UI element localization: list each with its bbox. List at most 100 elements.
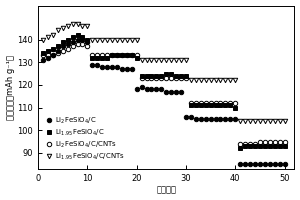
Li$_2$FeSiO$_4$/C xyxy=(76,38,79,41)
Li$_2$FeSiO$_4$/C/CNTs xyxy=(51,54,55,57)
Li$_2$FeSiO$_4$/C xyxy=(258,163,262,165)
Line: Li$_2$FeSiO$_4$/C/CNTs: Li$_2$FeSiO$_4$/C/CNTs xyxy=(41,42,287,146)
Li$_2$FeSiO$_4$/C/CNTs xyxy=(145,77,148,79)
Li$_2$FeSiO$_4$/C/CNTs xyxy=(283,140,286,143)
Li$_{1.95}$FeSiO$_4$/C/CNTs xyxy=(273,120,277,122)
Li$_{1.95}$FeSiO$_4$/C/CNTs xyxy=(56,29,60,32)
Li$_2$FeSiO$_4$/C/CNTs xyxy=(209,102,212,104)
Li$_2$FeSiO$_4$/C xyxy=(51,54,55,57)
Li$_2$FeSiO$_4$/C xyxy=(229,118,232,120)
Li$_2$FeSiO$_4$/C xyxy=(243,163,247,165)
Li$_2$FeSiO$_4$/C xyxy=(95,63,99,66)
Li$_{1.95}$FeSiO$_4$/C/CNTs xyxy=(66,25,70,27)
Li$_2$FeSiO$_4$/C xyxy=(209,118,212,120)
Li$_2$FeSiO$_4$/C/CNTs xyxy=(263,140,267,143)
Li$_{1.95}$FeSiO$_4$/C/CNTs xyxy=(169,59,173,61)
Li$_2$FeSiO$_4$/C/CNTs xyxy=(253,143,257,145)
Li$_{1.95}$FeSiO$_4$/C/CNTs xyxy=(115,38,119,41)
Li$_2$FeSiO$_4$/C/CNTs xyxy=(199,102,202,104)
Li$_2$FeSiO$_4$/C xyxy=(100,66,104,68)
Li$_2$FeSiO$_4$/C/CNTs xyxy=(258,140,262,143)
Li$_{1.95}$FeSiO$_4$/C xyxy=(95,57,99,59)
Li$_2$FeSiO$_4$/C/CNTs xyxy=(179,77,183,79)
Li$_2$FeSiO$_4$/C xyxy=(233,118,237,120)
Li$_2$FeSiO$_4$/C/CNTs xyxy=(81,43,84,45)
Li$_{1.95}$FeSiO$_4$/C/CNTs xyxy=(253,120,257,122)
Li$_{1.95}$FeSiO$_4$/C/CNTs xyxy=(51,34,55,36)
Li$_2$FeSiO$_4$/C/CNTs xyxy=(91,54,94,57)
Li$_{1.95}$FeSiO$_4$/C xyxy=(229,104,232,107)
Li$_2$FeSiO$_4$/C xyxy=(253,163,257,165)
Li$_2$FeSiO$_4$/C xyxy=(273,163,277,165)
Li$_2$FeSiO$_4$/C/CNTs xyxy=(140,77,143,79)
Li$_2$FeSiO$_4$/C xyxy=(278,163,281,165)
Li$_{1.95}$FeSiO$_4$/C/CNTs xyxy=(189,79,193,82)
Li$_2$FeSiO$_4$/C xyxy=(85,41,89,43)
Li$_{1.95}$FeSiO$_4$/C/CNTs xyxy=(209,79,212,82)
Li$_{1.95}$FeSiO$_4$/C xyxy=(100,57,104,59)
Li$_2$FeSiO$_4$/C xyxy=(169,91,173,93)
Li$_{1.95}$FeSiO$_4$/C xyxy=(199,104,202,107)
Li$_{1.95}$FeSiO$_4$/C xyxy=(263,145,267,147)
Li$_2$FeSiO$_4$/C xyxy=(154,88,158,91)
Li$_2$FeSiO$_4$/C xyxy=(91,63,94,66)
Y-axis label: 放电容量（mAh g⁻¹）: 放电容量（mAh g⁻¹） xyxy=(6,55,15,120)
Li$_{1.95}$FeSiO$_4$/C xyxy=(154,75,158,77)
Li$_2$FeSiO$_4$/C/CNTs xyxy=(115,54,119,57)
Li$_{1.95}$FeSiO$_4$/C/CNTs xyxy=(140,59,143,61)
Li$_{1.95}$FeSiO$_4$/C xyxy=(184,75,188,77)
Li$_2$FeSiO$_4$/C xyxy=(224,118,227,120)
Li$_2$FeSiO$_4$/C xyxy=(283,163,286,165)
Li$_{1.95}$FeSiO$_4$/C xyxy=(130,54,134,57)
Line: Li$_{1.95}$FeSiO$_4$/C/CNTs: Li$_{1.95}$FeSiO$_4$/C/CNTs xyxy=(41,21,287,123)
Li$_2$FeSiO$_4$/C xyxy=(179,91,183,93)
Li$_2$FeSiO$_4$/C xyxy=(189,115,193,118)
Li$_{1.95}$FeSiO$_4$/C xyxy=(105,57,109,59)
Li$_{1.95}$FeSiO$_4$/C xyxy=(46,50,50,52)
Li$_{1.95}$FeSiO$_4$/C xyxy=(214,104,217,107)
Li$_{1.95}$FeSiO$_4$/C xyxy=(145,75,148,77)
Li$_{1.95}$FeSiO$_4$/C xyxy=(150,75,153,77)
Li$_2$FeSiO$_4$/C xyxy=(184,115,188,118)
Li$_{1.95}$FeSiO$_4$/C/CNTs xyxy=(95,38,99,41)
Li$_2$FeSiO$_4$/C xyxy=(66,43,70,45)
Li$_{1.95}$FeSiO$_4$/C/CNTs xyxy=(283,120,286,122)
Li$_{1.95}$FeSiO$_4$/C/CNTs xyxy=(229,79,232,82)
Li$_{1.95}$FeSiO$_4$/C xyxy=(248,145,252,147)
Li$_{1.95}$FeSiO$_4$/C/CNTs xyxy=(125,38,129,41)
Li$_{1.95}$FeSiO$_4$/C xyxy=(179,75,183,77)
Li$_2$FeSiO$_4$/C xyxy=(46,57,50,59)
Li$_2$FeSiO$_4$/C xyxy=(105,66,109,68)
Li$_{1.95}$FeSiO$_4$/C xyxy=(66,38,70,41)
Li$_2$FeSiO$_4$/C/CNTs xyxy=(214,102,217,104)
Li$_2$FeSiO$_4$/C/CNTs xyxy=(66,47,70,50)
Li$_{1.95}$FeSiO$_4$/C/CNTs xyxy=(179,59,183,61)
Li$_2$FeSiO$_4$/C/CNTs xyxy=(46,54,50,57)
Li$_{1.95}$FeSiO$_4$/C xyxy=(278,145,281,147)
Li$_2$FeSiO$_4$/C/CNTs xyxy=(160,77,163,79)
Li$_2$FeSiO$_4$/C/CNTs xyxy=(41,54,45,57)
Li$_{1.95}$FeSiO$_4$/C/CNTs xyxy=(85,25,89,27)
Li$_{1.95}$FeSiO$_4$/C/CNTs xyxy=(81,25,84,27)
Li$_{1.95}$FeSiO$_4$/C/CNTs xyxy=(154,59,158,61)
Li$_{1.95}$FeSiO$_4$/C/CNTs xyxy=(184,59,188,61)
Li$_2$FeSiO$_4$/C/CNTs xyxy=(189,102,193,104)
Li$_{1.95}$FeSiO$_4$/C/CNTs xyxy=(278,120,281,122)
Li$_2$FeSiO$_4$/C/CNTs xyxy=(130,54,134,57)
Li$_{1.95}$FeSiO$_4$/C/CNTs xyxy=(61,27,64,29)
Li$_{1.95}$FeSiO$_4$/C/CNTs xyxy=(110,38,114,41)
Li$_2$FeSiO$_4$/C/CNTs xyxy=(150,77,153,79)
Li$_2$FeSiO$_4$/C/CNTs xyxy=(204,102,208,104)
Li$_{1.95}$FeSiO$_4$/C xyxy=(81,36,84,38)
Li$_2$FeSiO$_4$/C xyxy=(71,41,74,43)
Li$_2$FeSiO$_4$/C/CNTs xyxy=(278,140,281,143)
Li$_{1.95}$FeSiO$_4$/C/CNTs xyxy=(263,120,267,122)
Li$_2$FeSiO$_4$/C/CNTs xyxy=(135,54,139,57)
Li$_2$FeSiO$_4$/C/CNTs xyxy=(184,77,188,79)
Li$_{1.95}$FeSiO$_4$/C xyxy=(238,147,242,150)
Li$_2$FeSiO$_4$/C xyxy=(268,163,272,165)
Li$_2$FeSiO$_4$/C xyxy=(110,66,114,68)
Li$_{1.95}$FeSiO$_4$/C xyxy=(268,145,272,147)
X-axis label: 循环次数: 循环次数 xyxy=(156,185,176,194)
Li$_2$FeSiO$_4$/C/CNTs xyxy=(268,140,272,143)
